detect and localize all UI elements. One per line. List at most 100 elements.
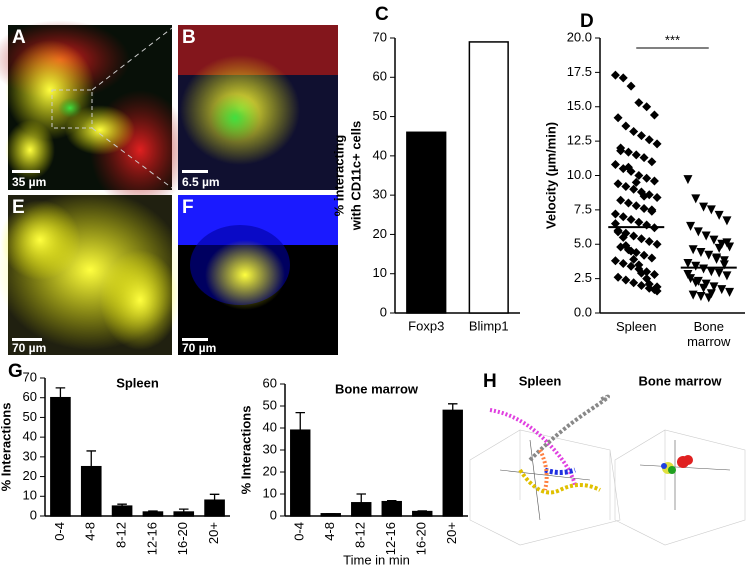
scale-label: 70 µm (12, 341, 46, 355)
data-point (693, 227, 703, 237)
data-point (610, 160, 620, 169)
x-tick-label: 16-20 (175, 522, 190, 555)
y-tick-label: 15.0 (567, 98, 592, 113)
y-tick-label: 0 (270, 507, 277, 522)
y-tick-label: 60 (373, 69, 387, 84)
data-point (642, 102, 652, 112)
data-point (691, 261, 701, 271)
data-point (610, 70, 620, 80)
y-tick-label: 7.5 (574, 201, 592, 216)
data-point (706, 205, 716, 215)
error-bar (356, 493, 366, 503)
x-tick-label: 4-8 (83, 522, 98, 541)
data-point (722, 271, 732, 281)
data-point (629, 254, 639, 264)
data-point (623, 147, 633, 157)
bar (290, 429, 311, 517)
data-point (647, 157, 657, 167)
x-tick-label: Spleen (616, 319, 657, 334)
data-point (706, 267, 716, 277)
data-point (631, 177, 641, 187)
y-tick-label: 60 (263, 375, 277, 390)
trajectory-plots (469, 394, 746, 546)
y-tick-label: 50 (373, 108, 387, 123)
scale-label: 6.5 µm (182, 175, 220, 189)
x-tick-label: Blimp1 (469, 318, 509, 333)
data-point (714, 243, 724, 253)
data-point (629, 184, 639, 194)
data-point (636, 234, 646, 244)
y-tick-label: 20 (263, 463, 277, 478)
y-tick-label: 30 (23, 448, 37, 463)
error-bar (295, 411, 305, 431)
data-point (634, 171, 644, 180)
x-tick-label: 0-4 (292, 522, 307, 541)
data-point (717, 285, 727, 295)
y-tick-label: 40 (373, 147, 387, 162)
panel-label: H (483, 371, 497, 392)
data-point (618, 259, 628, 268)
data-point (613, 272, 623, 282)
data-point (691, 278, 701, 288)
data-point (618, 232, 628, 242)
bar (204, 499, 225, 517)
panel-label: D (580, 11, 594, 32)
data-point (616, 195, 626, 205)
data-point (626, 215, 636, 224)
y-axis-label: Velocity (µm/min) (543, 122, 558, 229)
error-bar (387, 499, 397, 502)
data-point (621, 121, 631, 131)
data-point (639, 250, 649, 260)
bar (173, 511, 195, 517)
x-tick-label: 16-20 (414, 522, 429, 555)
data-point (610, 209, 620, 219)
data-point (725, 287, 735, 297)
x-tick-label: 20+ (206, 522, 221, 544)
data-point (688, 245, 698, 255)
data-point (629, 231, 639, 241)
chart-title: Bone marrow (335, 381, 419, 396)
data-point (621, 275, 631, 285)
x-tick-label: 20+ (444, 522, 459, 544)
scale-label: 35 µm (12, 175, 46, 189)
data-point (636, 131, 646, 141)
image-f (178, 195, 338, 355)
x-tick-label: 8-12 (114, 522, 129, 548)
y-axis-label: % Interactions (0, 403, 13, 492)
x-axis-label: Time in min (343, 552, 410, 567)
data-point (649, 110, 659, 120)
data-point (636, 268, 646, 278)
chart-title: Spleen (116, 375, 159, 390)
y-tick-label: 40 (23, 429, 37, 444)
data-point (631, 150, 641, 160)
data-point (696, 292, 706, 301)
data-point (639, 153, 649, 163)
error-bar (417, 510, 427, 512)
data-point (621, 182, 631, 191)
data-point (649, 270, 659, 279)
scale-label: 70 µm (182, 341, 216, 355)
x-tick-label: Foxp3 (408, 318, 444, 333)
y-tick-label: 40 (263, 419, 277, 434)
y-tick-label: 70 (373, 29, 387, 44)
data-point (652, 239, 662, 249)
data-point (652, 193, 662, 202)
data-point (639, 204, 649, 213)
error-bar (86, 450, 97, 467)
data-point (626, 246, 636, 256)
y-tick-label: 50 (263, 397, 277, 412)
data-point (636, 281, 646, 290)
plot-title: Spleen (519, 373, 562, 388)
x-tick-label: Bone marrow (687, 319, 731, 349)
data-point (683, 270, 693, 279)
y-tick-label: 20.0 (567, 29, 592, 44)
data-point (701, 231, 711, 241)
error-bar (117, 503, 127, 507)
y-tick-label: 2.5 (574, 270, 592, 285)
data-point (647, 205, 657, 215)
data-point (644, 279, 654, 289)
y-tick-label: 50 (23, 409, 37, 424)
x-tick-label: 4-8 (322, 522, 337, 541)
bar (142, 511, 164, 517)
data-point (626, 81, 636, 91)
